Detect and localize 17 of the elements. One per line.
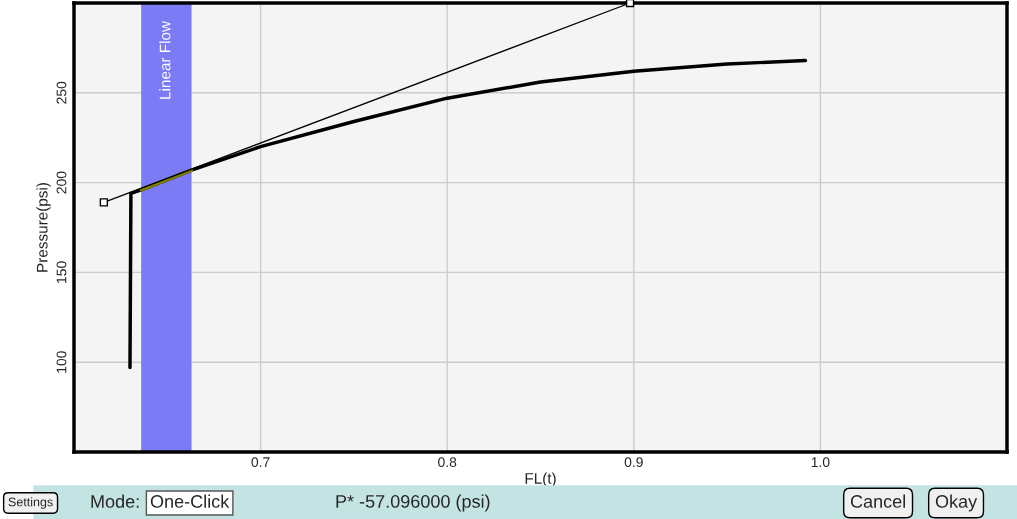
text: P* -57.096000 (psi): [336, 494, 490, 512]
x-tick-label: 0.7: [251, 457, 270, 468]
text: Cancel: [850, 494, 905, 508]
text: One-Click: [150, 494, 230, 508]
y-tick-label: 200: [56, 171, 67, 194]
text: Mode:: [91, 494, 139, 508]
y-tick-label: 150: [56, 261, 67, 283]
x-tick-label: 0.9: [624, 457, 643, 468]
y-tick-label: 100: [56, 351, 67, 373]
band-label: Linear Flow: [159, 20, 171, 99]
x-tick-label: 1.0: [811, 457, 830, 468]
x-tick-label: 0.8: [438, 457, 457, 468]
text: Settings: [8, 497, 53, 509]
text: Okay: [935, 494, 978, 512]
y-tick-label: 250: [56, 81, 67, 104]
x-axis-title: FL(t): [525, 472, 556, 487]
y-axis-title: Pressure(psi): [36, 183, 51, 272]
